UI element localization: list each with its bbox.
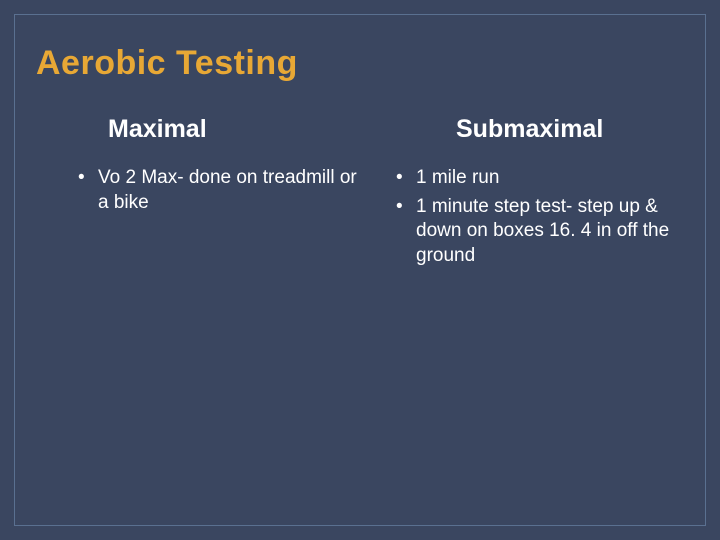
slide-content: Aerobic Testing Maximal Vo 2 Max- done o… [14, 14, 706, 526]
bullet-list-left: Vo 2 Max- done on treadmill or a bike [78, 166, 366, 215]
column-right: Submaximal 1 mile run 1 minute step test… [386, 115, 684, 273]
column-header-right: Submaximal [396, 115, 684, 144]
bullet-list-right: 1 mile run 1 minute step test- step up &… [396, 166, 684, 269]
list-item: 1 minute step test- step up & down on bo… [396, 195, 684, 269]
column-left: Maximal Vo 2 Max- done on treadmill or a… [36, 115, 366, 273]
columns-container: Maximal Vo 2 Max- done on treadmill or a… [36, 115, 684, 273]
column-header-left: Maximal [78, 115, 366, 144]
list-item: Vo 2 Max- done on treadmill or a bike [78, 166, 366, 215]
list-item: 1 mile run [396, 166, 684, 191]
slide-title: Aerobic Testing [36, 44, 684, 83]
